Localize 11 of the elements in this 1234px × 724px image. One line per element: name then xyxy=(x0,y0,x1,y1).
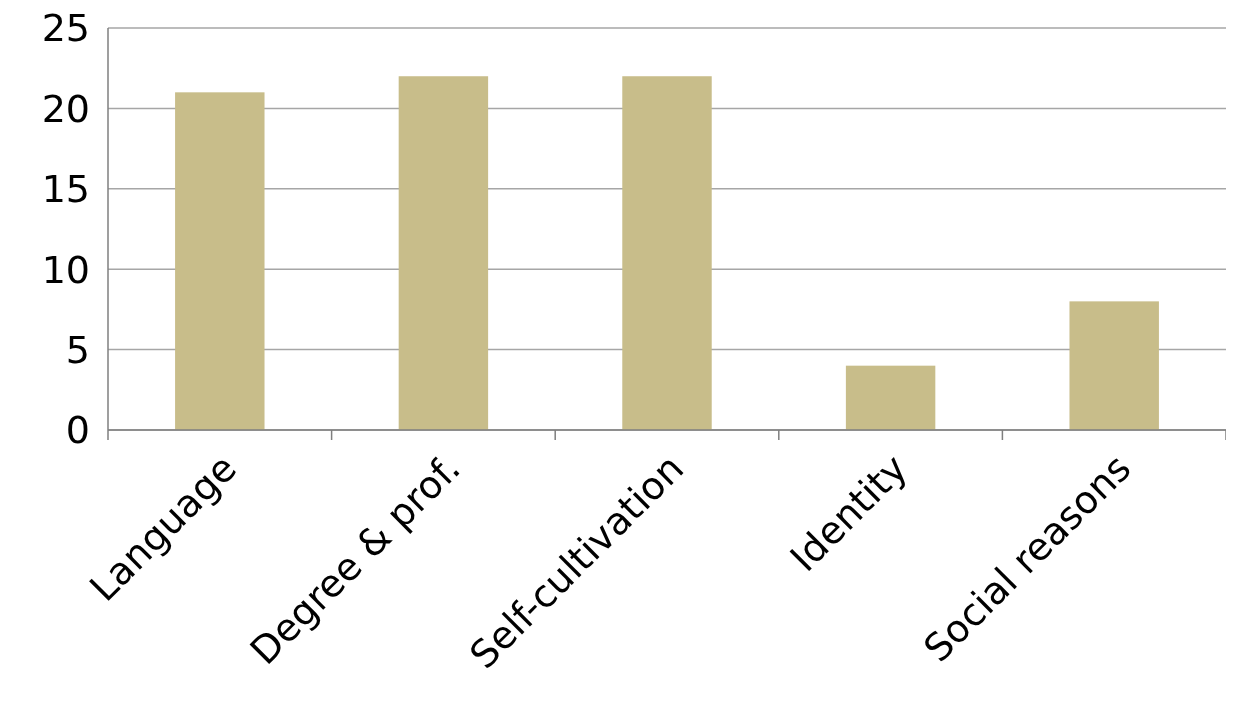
bar xyxy=(1069,301,1159,430)
y-tick-label: 5 xyxy=(65,327,90,372)
bar xyxy=(845,365,936,430)
y-tick-label: 15 xyxy=(41,167,90,212)
bar xyxy=(175,92,265,430)
y-tick-label: 25 xyxy=(41,6,90,51)
bar xyxy=(398,76,489,430)
bar xyxy=(622,76,712,430)
y-tick-label: 0 xyxy=(65,408,90,453)
y-tick-label: 20 xyxy=(41,86,90,131)
y-tick-label: 10 xyxy=(41,247,90,292)
